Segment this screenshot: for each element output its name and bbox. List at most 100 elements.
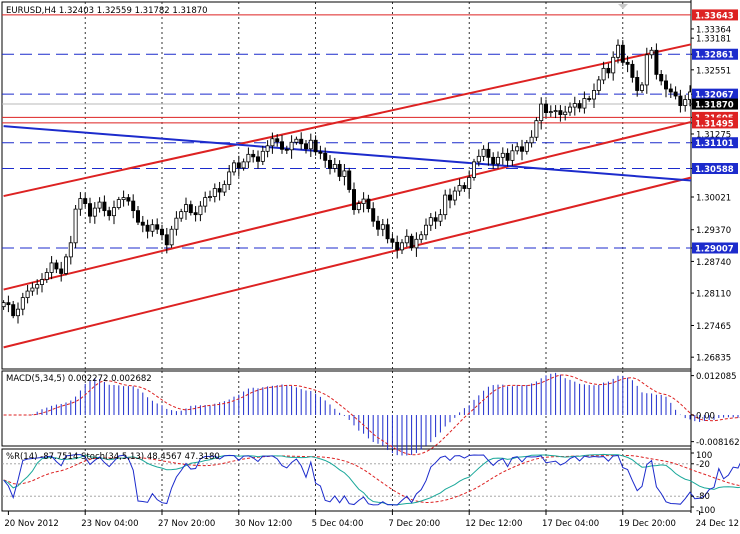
candle-bear xyxy=(620,44,625,63)
candle-bull xyxy=(25,290,30,299)
candle-bull xyxy=(198,205,203,216)
candle-bear xyxy=(135,210,140,223)
candle-bull xyxy=(380,224,385,230)
candle-bear xyxy=(284,148,289,151)
stoch-signal-line xyxy=(3,454,740,503)
candle-bear xyxy=(385,224,390,240)
candle-bull xyxy=(169,228,174,246)
candle-bull xyxy=(649,49,654,56)
candle-bear xyxy=(606,67,611,74)
time-tick-label: 27 Nov 20:00 xyxy=(158,519,215,529)
candle-bear xyxy=(59,268,64,274)
candle-bull xyxy=(572,103,577,108)
candle-bull xyxy=(717,82,720,87)
candle-bear xyxy=(587,98,592,100)
candle-bull xyxy=(203,197,208,207)
candle-bull xyxy=(471,161,476,178)
candle-bull xyxy=(601,67,606,81)
candles xyxy=(2,39,739,324)
candle-bull xyxy=(112,207,117,217)
candle-bull xyxy=(404,235,409,244)
candle-bull xyxy=(64,256,69,274)
osc-tick-label: -80 xyxy=(696,492,710,502)
candle-bull xyxy=(414,238,419,249)
candle-bull xyxy=(529,136,534,144)
candle-bear xyxy=(544,103,549,114)
level-label: 1.31495 xyxy=(695,119,734,129)
level-label: 1.31101 xyxy=(695,139,734,149)
candle-bear xyxy=(83,198,88,204)
candle-bull xyxy=(342,170,347,177)
candle-bull xyxy=(361,198,366,204)
price-tick-label: 1.29370 xyxy=(696,226,731,236)
candle-bear xyxy=(313,139,318,153)
candle-bull xyxy=(49,262,54,273)
time-tick-label: 12 Dec 12:00 xyxy=(465,519,522,529)
price-tick-label: 1.33364 xyxy=(696,25,731,35)
candle-bear xyxy=(323,152,328,161)
candle-bear xyxy=(505,152,510,161)
level-label: 1.32861 xyxy=(695,51,734,61)
candle-bear xyxy=(299,138,304,145)
price-tick-label: 1.33181 xyxy=(696,35,731,45)
candle-bull xyxy=(399,242,404,251)
candle-bull xyxy=(644,54,649,86)
candle-bull xyxy=(179,211,184,219)
candle-bear xyxy=(491,156,496,165)
trendline-channel-lower xyxy=(3,176,691,349)
candle-bull xyxy=(308,139,313,150)
candle-bear xyxy=(678,95,683,106)
time-tick-label: 24 Dec 12:00 xyxy=(696,519,740,529)
candle-bull xyxy=(246,153,251,163)
candle-bear xyxy=(366,198,371,210)
candle-bear xyxy=(390,238,395,243)
candle-bear xyxy=(673,91,678,97)
candle-bull xyxy=(423,224,428,236)
candle-bear xyxy=(126,197,131,202)
candle-bull xyxy=(640,84,645,91)
candle-bull xyxy=(592,90,597,100)
williams-r-line xyxy=(3,454,740,506)
level-label-box xyxy=(692,88,738,100)
candle-bull xyxy=(548,111,553,114)
trendline-channel-upper xyxy=(3,43,691,198)
candle-bear xyxy=(654,49,659,75)
candle-bear xyxy=(164,234,169,246)
price-tick-label: 1.32551 xyxy=(696,66,731,76)
candle-bull xyxy=(92,207,97,217)
candle-bear xyxy=(668,88,673,93)
current-price-label: 1.31870 xyxy=(695,101,734,111)
candle-bull xyxy=(467,177,472,189)
price-tick-label: 1.27465 xyxy=(696,322,731,332)
candle-bear xyxy=(736,86,739,87)
level-label: 1.32067 xyxy=(695,91,734,101)
candle-bear xyxy=(327,159,332,169)
level-label-box xyxy=(692,111,738,123)
candle-bear xyxy=(275,138,280,143)
candle-bull xyxy=(596,79,601,91)
candle-bull xyxy=(515,146,520,152)
candle-bear xyxy=(236,162,241,169)
candle-bull xyxy=(553,110,558,112)
level-label: 1.33643 xyxy=(695,11,734,21)
candle-bull xyxy=(97,201,102,209)
macd-title: MACD(5,34,5) 0.002272 0.002682 xyxy=(6,374,152,384)
candle-bear xyxy=(433,217,438,222)
macd-signal-line xyxy=(3,374,740,456)
candle-bear xyxy=(395,241,400,251)
time-axis: 20 Nov 2012 23 Nov 04:00 27 Nov 20:00 30 No… xyxy=(4,511,740,529)
candle-bull xyxy=(563,111,568,116)
candle-bear xyxy=(131,200,136,212)
candle-bull xyxy=(265,145,270,152)
time-tick-label: 17 Dec 04:00 xyxy=(542,519,599,529)
candle-bull xyxy=(44,272,49,280)
candle-bull xyxy=(2,302,6,308)
panel-frame-2 xyxy=(1,370,692,447)
candle-bull xyxy=(688,91,691,100)
panel-frame-3 xyxy=(1,448,692,512)
level-label: 1.30588 xyxy=(695,165,734,175)
candle-bear xyxy=(659,73,664,82)
price-tick-label: 1.28740 xyxy=(696,258,731,268)
